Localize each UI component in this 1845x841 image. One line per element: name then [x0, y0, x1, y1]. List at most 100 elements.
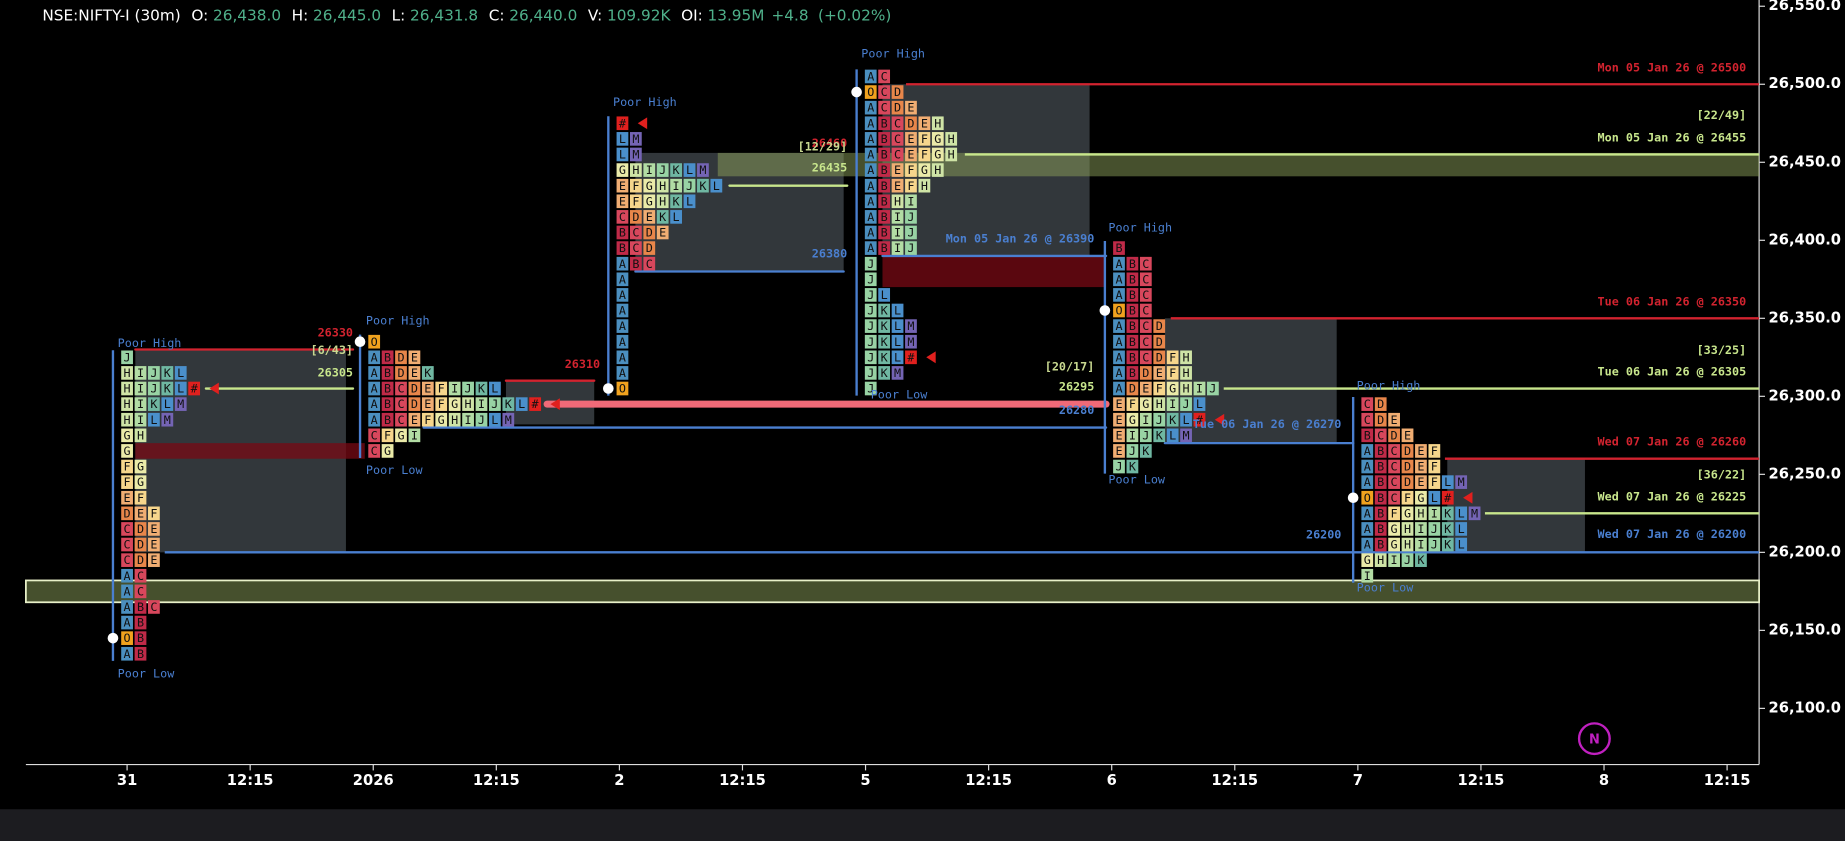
tpo-box: [1139, 444, 1152, 458]
tpo-box: [174, 366, 187, 380]
tpo-box: [1113, 256, 1125, 271]
tpo-row: A: [619, 350, 632, 364]
x-tick-label: 8: [1599, 772, 1609, 789]
red-band: [882, 255, 1107, 288]
annotation: Poor High: [613, 95, 677, 109]
tpo-row: #: [619, 116, 632, 130]
tpo-row: ACDE: [867, 101, 921, 115]
tpo-box: [905, 210, 917, 224]
tpo-row: ABCDEH: [867, 116, 947, 130]
tpo-box: [1139, 319, 1152, 333]
tpo-box: [502, 397, 515, 411]
tpo-box: [864, 319, 877, 333]
tpo-box: [121, 522, 133, 536]
tpo-box: [148, 553, 160, 567]
tpo-box: [121, 506, 133, 521]
tpo-box: [1180, 381, 1192, 396]
tpo-box: [1361, 537, 1374, 552]
tpo-box: [905, 116, 917, 131]
tpo-box: [1401, 537, 1414, 552]
tpo-row: OBC: [1115, 304, 1155, 318]
tpo-box: [670, 163, 682, 177]
tpo-row: JL: [867, 288, 894, 302]
tpo-box: [616, 319, 629, 333]
tpo-box: [905, 225, 917, 240]
tpo-box: [616, 272, 629, 287]
tpo-box: [1193, 397, 1206, 411]
tpo-box: [121, 490, 133, 505]
tpo-box: [1113, 397, 1125, 411]
tpo-box: [381, 444, 394, 458]
tpo-box: [864, 366, 877, 380]
y-tick-label: 26,400.0: [1769, 231, 1841, 248]
tpo-row: ABC: [1115, 288, 1155, 302]
tpo-box: [1193, 412, 1206, 427]
x-tick-label: 5: [860, 772, 870, 789]
field-value: 26,440.0: [509, 6, 577, 24]
y-tick-label: 26,350.0: [1769, 309, 1841, 326]
tpo-box: [1428, 522, 1441, 536]
tpo-box: [1374, 490, 1387, 505]
tpo-box: [462, 381, 474, 396]
tpo-box: [408, 350, 421, 365]
tpo-box: [421, 397, 434, 411]
tpo-box: [1139, 334, 1152, 349]
tpo-box: [864, 210, 877, 224]
field-label: L:: [392, 6, 406, 24]
tpo-row: ABCEFGHIJLM: [371, 413, 518, 427]
tpo-box: [891, 303, 904, 318]
tpo-box: [1401, 475, 1414, 489]
tpo-box: [891, 241, 904, 255]
tpo-row: CFGI: [371, 428, 425, 442]
level-label: Tue 06 Jan 26 @ 26350: [1598, 294, 1747, 308]
tpo-box: [1180, 428, 1192, 443]
tpo-row: HILM: [124, 413, 178, 427]
tpo-row: EFGHKL: [619, 194, 699, 208]
y-tick-label: 26,100.0: [1769, 699, 1841, 716]
tpo-box: [188, 381, 201, 396]
tpo-box: [121, 646, 133, 661]
tpo-box: [1113, 334, 1125, 349]
tpo-box: [1455, 537, 1468, 552]
annotation: Poor High: [1357, 378, 1421, 392]
tpo-box: [945, 132, 958, 146]
tpo-row: HIJKL#: [124, 382, 204, 396]
x-tick-label: 2026: [353, 772, 394, 789]
tpo-box: [368, 444, 381, 458]
open-dot: [1099, 305, 1111, 316]
annotation: [36/22]: [1697, 468, 1747, 482]
tpo-row: ABEFGH: [867, 163, 947, 177]
annotation: 26460: [812, 136, 847, 150]
tpo-row: ABHI: [867, 194, 921, 208]
tpo-box: [1361, 490, 1374, 505]
tpo-box: [864, 100, 877, 115]
annotation: Poor Low: [366, 463, 424, 477]
annotation: 26295: [1059, 379, 1094, 393]
field-label: H:: [292, 6, 309, 24]
annotation: Tue 06 Jan 26 @ 26270: [1193, 417, 1342, 431]
annotation: Mon 05 Jan 26 @ 26390: [946, 231, 1095, 245]
tpo-box: [1401, 522, 1414, 536]
tpo-box: [395, 381, 407, 396]
x-tick-label: 31: [117, 772, 137, 789]
tpo-box: [462, 397, 474, 411]
tpo-row: CG: [371, 444, 398, 458]
annotation: Poor High: [861, 47, 925, 61]
tpo-row: FG: [124, 475, 151, 489]
tpo-box: [891, 366, 904, 380]
tpo-box: [905, 132, 917, 146]
annotation: 26280: [1059, 403, 1094, 417]
tpo-box: [891, 132, 904, 146]
tpo-box: [1415, 553, 1427, 567]
tpo-box: [134, 381, 147, 396]
annotation: Poor High: [118, 336, 182, 350]
tpo-box: [1139, 256, 1152, 271]
tpo-row: EFGHIJL: [1115, 397, 1209, 411]
tpo-row: ABCDEFIJKL: [371, 382, 505, 396]
tpo-row: J: [867, 272, 880, 286]
tpo-box: [1401, 506, 1414, 521]
tpo-box: [368, 412, 381, 427]
tpo-box: [134, 537, 147, 552]
tpo-row: J: [124, 350, 137, 364]
tpo-box: [878, 69, 891, 84]
